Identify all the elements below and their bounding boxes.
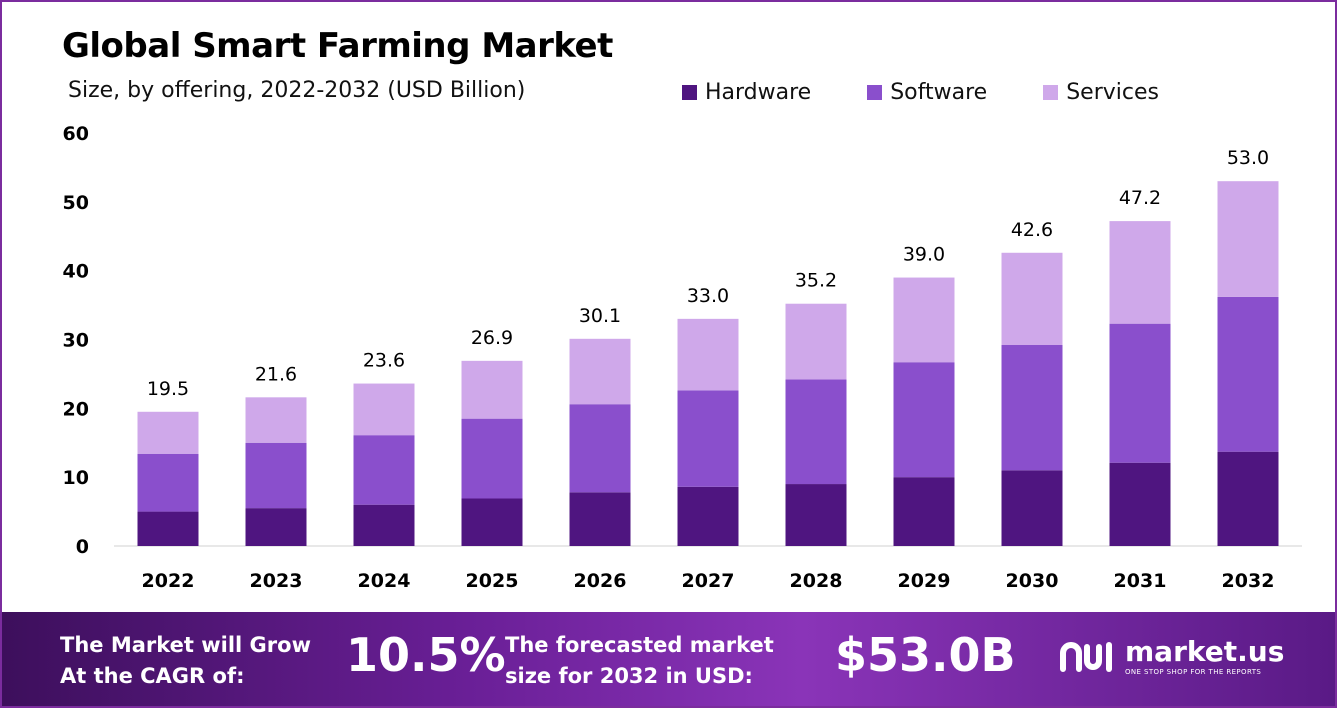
x-tick-label-2025: 2025 bbox=[466, 570, 519, 592]
legend: Hardware Software Services bbox=[682, 80, 1215, 105]
bar-software-2032 bbox=[1217, 296, 1279, 452]
cagr-label-line1: The Market will Grow bbox=[60, 633, 311, 657]
bar-hardware-2030 bbox=[1001, 470, 1063, 546]
x-tick-label-2031: 2031 bbox=[1114, 570, 1167, 592]
legend-swatch-services bbox=[1043, 85, 1059, 100]
bar-services-2032 bbox=[1217, 181, 1279, 297]
cagr-label: The Market will Grow At the CAGR of: bbox=[60, 630, 360, 692]
bar-services-2023 bbox=[245, 397, 307, 443]
legend-item-software: Software bbox=[867, 80, 987, 105]
y-tick-label: 20 bbox=[63, 398, 89, 420]
bar-software-2030 bbox=[1001, 345, 1063, 471]
forecast-value: $53.0B bbox=[835, 628, 1016, 682]
y-tick-label: 40 bbox=[63, 261, 89, 283]
bar-software-2025 bbox=[461, 418, 523, 499]
chart-subtitle: Size, by offering, 2022-2032 (USD Billio… bbox=[68, 78, 526, 103]
legend-swatch-software bbox=[867, 85, 883, 100]
bar-hardware-2028 bbox=[785, 484, 847, 546]
total-label-2023: 21.6 bbox=[255, 363, 297, 385]
total-label-2032: 53.0 bbox=[1227, 147, 1269, 169]
x-tick-label-2032: 2032 bbox=[1222, 570, 1275, 592]
bar-software-2026 bbox=[569, 404, 631, 493]
bar-hardware-2029 bbox=[893, 477, 955, 546]
bar-hardware-2032 bbox=[1217, 451, 1279, 546]
x-tick-label-2029: 2029 bbox=[898, 570, 951, 592]
legend-label-hardware: Hardware bbox=[705, 80, 812, 105]
bar-services-2026 bbox=[569, 338, 631, 405]
x-tick-label-2026: 2026 bbox=[574, 570, 627, 592]
bar-services-2024 bbox=[353, 383, 415, 436]
bar-hardware-2027 bbox=[677, 486, 739, 546]
market-us-logo-icon bbox=[1060, 642, 1112, 672]
bar-software-2024 bbox=[353, 435, 415, 505]
forecast-label: The forecasted market size for 2032 in U… bbox=[505, 630, 805, 692]
y-tick-label: 0 bbox=[76, 536, 89, 558]
legend-label-services: Services bbox=[1066, 80, 1159, 105]
x-tick-label-2023: 2023 bbox=[250, 570, 303, 592]
legend-label-software: Software bbox=[890, 80, 988, 105]
bar-software-2022 bbox=[137, 453, 199, 512]
total-label-2028: 35.2 bbox=[795, 270, 837, 292]
bar-hardware-2026 bbox=[569, 492, 631, 546]
x-tick-label-2024: 2024 bbox=[358, 570, 411, 592]
bar-services-2030 bbox=[1001, 252, 1063, 346]
bar-software-2027 bbox=[677, 390, 739, 487]
bar-services-2031 bbox=[1109, 221, 1171, 324]
logo-name: market.us bbox=[1125, 635, 1285, 668]
bar-software-2031 bbox=[1109, 323, 1171, 463]
bar-hardware-2024 bbox=[353, 504, 415, 546]
logo-tagline: ONE STOP SHOP FOR THE REPORTS bbox=[1125, 668, 1262, 676]
forecast-label-line2: size for 2032 in USD: bbox=[505, 664, 753, 688]
total-label-2027: 33.0 bbox=[687, 285, 729, 307]
total-label-2026: 30.1 bbox=[579, 305, 621, 327]
total-label-2029: 39.0 bbox=[903, 244, 945, 266]
cagr-value: 10.5% bbox=[346, 628, 506, 682]
total-label-2025: 26.9 bbox=[471, 327, 513, 349]
x-tick-label-2028: 2028 bbox=[790, 570, 843, 592]
bar-services-2022 bbox=[137, 411, 199, 454]
y-tick-label: 10 bbox=[63, 467, 89, 489]
chart-title: Global Smart Farming Market bbox=[62, 26, 613, 66]
bar-hardware-2022 bbox=[137, 511, 199, 546]
legend-swatch-hardware bbox=[682, 85, 697, 100]
market-us-logo[interactable]: market.us ONE STOP SHOP FOR THE REPORTS bbox=[1059, 638, 1284, 676]
bar-software-2029 bbox=[893, 362, 955, 478]
total-label-2024: 23.6 bbox=[363, 350, 405, 372]
x-tick-label-2030: 2030 bbox=[1006, 570, 1059, 592]
bar-services-2029 bbox=[893, 277, 955, 363]
total-label-2031: 47.2 bbox=[1119, 187, 1161, 209]
bar-services-2025 bbox=[461, 360, 523, 419]
bar-hardware-2031 bbox=[1109, 462, 1171, 546]
total-label-2030: 42.6 bbox=[1011, 219, 1053, 241]
bar-services-2027 bbox=[677, 318, 739, 391]
bar-software-2028 bbox=[785, 379, 847, 485]
x-tick-label-2027: 2027 bbox=[682, 570, 735, 592]
bar-services-2028 bbox=[785, 303, 847, 380]
total-label-2022: 19.5 bbox=[147, 378, 189, 400]
bar-hardware-2023 bbox=[245, 508, 307, 546]
y-tick-label: 60 bbox=[63, 123, 89, 145]
cagr-label-line2: At the CAGR of: bbox=[60, 664, 245, 688]
forecast-label-line1: The forecasted market bbox=[505, 633, 774, 657]
y-tick-label: 30 bbox=[63, 330, 89, 352]
bar-software-2023 bbox=[245, 442, 307, 509]
y-tick-label: 50 bbox=[63, 192, 89, 214]
legend-item-services: Services bbox=[1043, 80, 1159, 105]
legend-item-hardware: Hardware bbox=[682, 80, 811, 105]
summary-banner: The Market will Grow At the CAGR of: 10.… bbox=[2, 612, 1335, 706]
x-tick-label-2022: 2022 bbox=[142, 570, 195, 592]
bar-hardware-2025 bbox=[461, 498, 523, 546]
stacked-bar-chart: 010203040506019.5202221.6202323.6202426.… bbox=[63, 123, 1302, 592]
